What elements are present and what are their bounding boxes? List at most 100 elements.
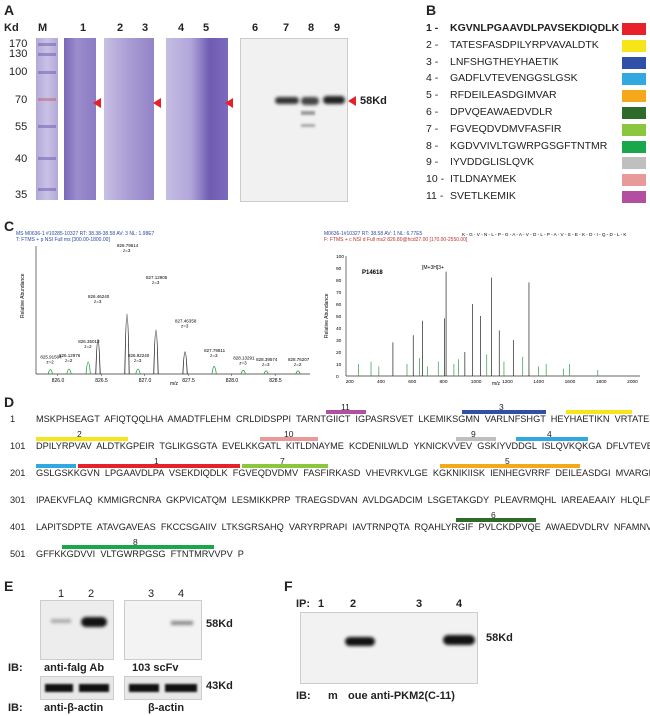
ms1-peak-label: 828.13291 [233, 356, 255, 361]
lane-label-5: 5 [203, 22, 210, 34]
peptide-color-swatch [622, 23, 646, 35]
lane-label-2: 2 [117, 22, 124, 34]
lane-e-3: 3 [148, 588, 155, 600]
peptide-coverage-bar [36, 437, 128, 441]
peptide-row: 6 - DPVQEAWAEDVDLR [426, 106, 648, 121]
peptide-number: 1 - [426, 22, 439, 34]
ms2-x-tick-label: 1400 [533, 379, 544, 385]
peptide-number: 6 - [426, 106, 439, 118]
panel-label-e: E [4, 578, 14, 594]
ms1-peak [85, 361, 91, 375]
ms2-y-tick-label: 90 [336, 266, 342, 272]
peptide-bar-label: 3 [499, 402, 504, 412]
ms2-spectrum: M0636-1#10327 RT: 38.58 AV: 1 NL: 6.77E5… [324, 231, 640, 386]
sequence-row: LAPITSDPTE ATAVGAVEAS FKCCSGAIIV LTKSGRS… [36, 522, 650, 532]
ms1-x-tick-label: 826.5 [95, 378, 108, 384]
ms1-peak-charge: z=3 [123, 248, 131, 253]
marker-lane [36, 38, 58, 200]
peptide-coverage-bar [462, 410, 546, 414]
blot-e-scfv [124, 600, 202, 660]
peptide-number: 3 - [426, 55, 439, 68]
sequence-row-number: 201 [10, 468, 26, 478]
lane-f-4: 4 [456, 598, 463, 610]
peptide-bar-label: 7 [280, 456, 285, 466]
peptide-number: 10 - [426, 173, 445, 186]
ms1-peak-charge: z=3 [262, 362, 270, 367]
ib-label-e2: IB: [8, 702, 23, 714]
panel-label-b: B [426, 2, 437, 18]
peptide-color-swatch [622, 39, 646, 52]
arrow-marker [225, 98, 233, 108]
ms1-peak-charge: z=2 [65, 358, 73, 363]
sequence-row-number: 301 [10, 495, 26, 505]
ms2-x-tick-label: 1800 [596, 379, 607, 385]
lane-f-1: 1 [318, 598, 325, 610]
peptide-color-swatch [622, 140, 646, 153]
antibody-flag: anti-falg Ab [44, 662, 105, 674]
ms1-peak [124, 313, 130, 375]
ms1-y-label: Relative Abundance [20, 273, 26, 318]
ms2-y-tick-label: 100 [336, 254, 344, 260]
peptide-number: 9 - [426, 156, 439, 169]
peptide-row: 10 - ITLDNAYMEK [426, 173, 648, 188]
band-e-43kd: 43Kd [206, 680, 233, 692]
peptide-bar-label: 8 [133, 537, 138, 547]
peptide-sequence: ITLDNAYMEK [450, 173, 517, 186]
ms1-peak [240, 369, 246, 375]
band-f-58kd: 58Kd [486, 632, 513, 644]
sequence-row: MSKPHSEAGT AFIQTQQLHA AMADTFLEHM CRLDIDS… [36, 414, 650, 424]
ms2-y-tick-label: 80 [336, 278, 342, 284]
peptide-sequence: TATESFASDPILYRPVAVALDTK [450, 38, 599, 51]
peptide-coverage-bar [78, 464, 240, 468]
peptide-coverage-bar [326, 410, 366, 414]
ms1-peak [47, 369, 53, 375]
peptide-row: 2 - TATESFASDPILYRPVAVALDTK [426, 39, 648, 54]
peptide-bar-label: 1 [154, 456, 159, 466]
ms1-x-tick-label: 828.0 [226, 378, 239, 384]
lane-label-6: 6 [252, 22, 259, 34]
arrow-marker [93, 98, 101, 108]
western-blot-a [240, 38, 348, 202]
peptide-color-swatch [622, 174, 646, 187]
peptide-number: 8 - [426, 139, 439, 152]
ms1-peak-charge: z=2 [294, 362, 302, 367]
ms2-x-tick-label: 1000 [471, 379, 482, 385]
lane-e-1: 1 [58, 588, 65, 600]
peptide-bar-label: 11 [341, 402, 350, 412]
peptide-coverage-bar [566, 410, 632, 414]
ms1-peak [211, 366, 217, 375]
blot-e-actin-1 [40, 676, 114, 700]
peptide-color-swatch [622, 56, 646, 69]
gel-lane-4-5 [166, 38, 228, 200]
ms1-x-tick-label: 827.0 [139, 378, 152, 384]
sequence-row: DPILYRPVAV ALDTKGPEIR TGLIKGSGTA EVELKKG… [36, 441, 650, 451]
peptide-number: 11 - [426, 190, 444, 202]
peptide-bar-label: 6 [491, 510, 496, 520]
ms2-y-tick-label: 30 [336, 338, 342, 344]
ms1-peak-label: 825.91504 [40, 354, 62, 359]
peptide-row: 8 - KGDVVIVLTGWRPGSGFTNTMR [426, 140, 648, 155]
ms2-x-tick-label: 400 [377, 379, 385, 385]
antibody-actin-2: β-actin [148, 702, 185, 714]
peptide-row: 9 - IYVDDGLISLQVK [426, 156, 648, 171]
blot-f [300, 612, 478, 684]
ms2-y-tick-label: 70 [336, 290, 342, 296]
blot-e-actin-2 [124, 676, 202, 700]
ms1-peak-label: 827.79811 [204, 348, 225, 353]
marker-170: 170 [9, 38, 28, 50]
sequence-row: GSLGSKKGVN LPGAAVDLPA VSEKDIQDLK FGVEQDV… [36, 468, 650, 478]
lane-label-9: 9 [334, 22, 341, 34]
ms1-peak-charge: z=3 [134, 358, 142, 363]
ms1-peak [182, 351, 188, 375]
peptide-sequence: SVETLKEMIK [450, 190, 516, 202]
ms2-x-tick-label: 1200 [502, 379, 513, 385]
ms1-header-2: T: FTMS + p NSI Full ms [300.00-1800.00] [16, 237, 110, 243]
peptide-coverage-bar [242, 464, 328, 468]
marker-55: 55 [15, 121, 28, 133]
peptide-color-swatch [622, 90, 646, 103]
ms2-y-tick-label: 40 [336, 326, 342, 332]
peptide-row: 7 - FGVEQDVDMVFASFIR [426, 123, 648, 138]
lane-label-1: 1 [80, 22, 87, 34]
fragment-ladder: K - G - V - N - L - P - G - A - A - V - … [462, 232, 627, 237]
ms1-peak [263, 370, 269, 375]
